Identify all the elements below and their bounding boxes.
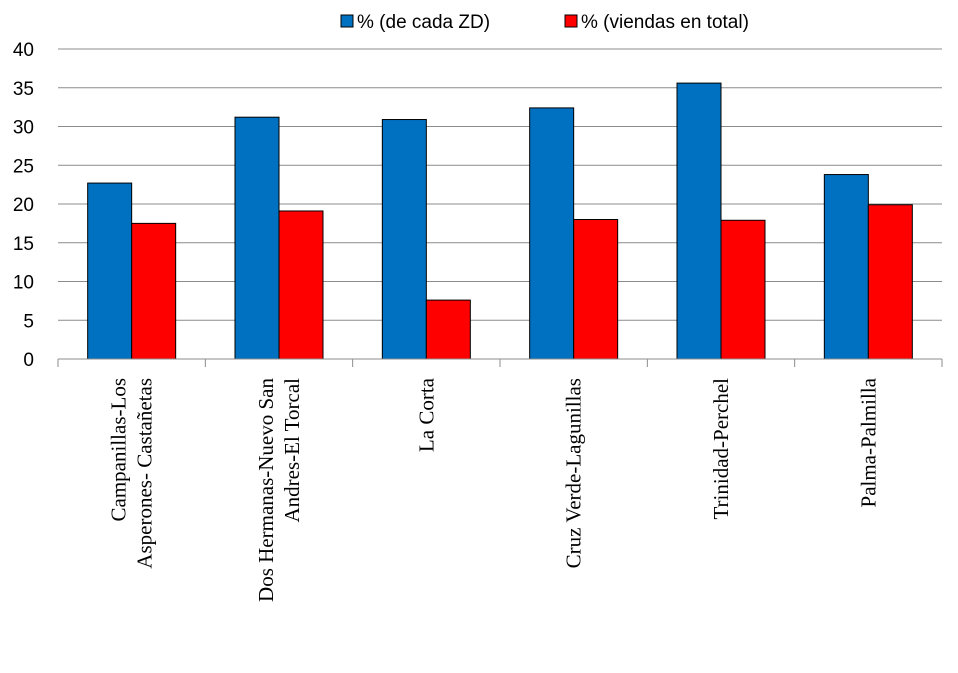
x-axis bbox=[57, 358, 943, 367]
bar-zd-3 bbox=[529, 107, 575, 360]
bar-zd-4 bbox=[676, 82, 722, 360]
bar-zd-1 bbox=[234, 116, 280, 360]
category-label: Dos Hermanas-Nuevo San bbox=[254, 378, 278, 602]
gridlines bbox=[58, 48, 942, 321]
bar-total-5 bbox=[867, 204, 913, 360]
y-tick-label: 25 bbox=[13, 156, 34, 177]
bar-total-2 bbox=[425, 299, 471, 360]
y-tick-label: 0 bbox=[23, 350, 34, 371]
category-label: Palma-Palmilla bbox=[856, 377, 880, 507]
legend-swatch bbox=[340, 14, 354, 28]
y-tick-label: 40 bbox=[13, 40, 34, 61]
y-tick-label: 20 bbox=[13, 195, 34, 216]
y-tick-label: 5 bbox=[23, 311, 34, 332]
category-label: Cruz Verde-Lagunillas bbox=[562, 378, 586, 568]
bar-total-0 bbox=[131, 222, 177, 360]
bar-total-4 bbox=[720, 219, 766, 360]
category-label: Trinidad-Perchel bbox=[709, 378, 733, 520]
legend-label: % (de cada ZD) bbox=[357, 12, 490, 33]
y-tick-label: 30 bbox=[13, 118, 34, 139]
y-tick-label: 35 bbox=[13, 79, 34, 100]
bar-total-1 bbox=[278, 210, 324, 360]
bars bbox=[87, 82, 913, 360]
bar-zd-2 bbox=[381, 119, 427, 360]
category-label: Asperones- Castañetas bbox=[133, 378, 157, 569]
category-labels: Campanillas-Los Asperones- Castañetas Dos … bbox=[107, 377, 881, 602]
legend: % (de cada ZD) % (viendas en total) bbox=[340, 12, 749, 33]
category-label: Campanillas-Los bbox=[107, 378, 131, 521]
legend-label: % (viendas en total) bbox=[581, 12, 749, 33]
y-tick-label: 10 bbox=[13, 273, 34, 294]
legend-swatch bbox=[564, 14, 578, 28]
category-label: La Corta bbox=[414, 377, 438, 452]
bar-total-3 bbox=[573, 219, 619, 360]
y-tick-label: 15 bbox=[13, 234, 34, 255]
y-axis-tick-labels: 0 5 10 15 20 25 30 35 40 bbox=[13, 40, 34, 371]
category-label: Andres-El Torcal bbox=[280, 378, 304, 523]
bar-zd-0 bbox=[87, 182, 133, 360]
bar-zd-5 bbox=[823, 174, 869, 360]
